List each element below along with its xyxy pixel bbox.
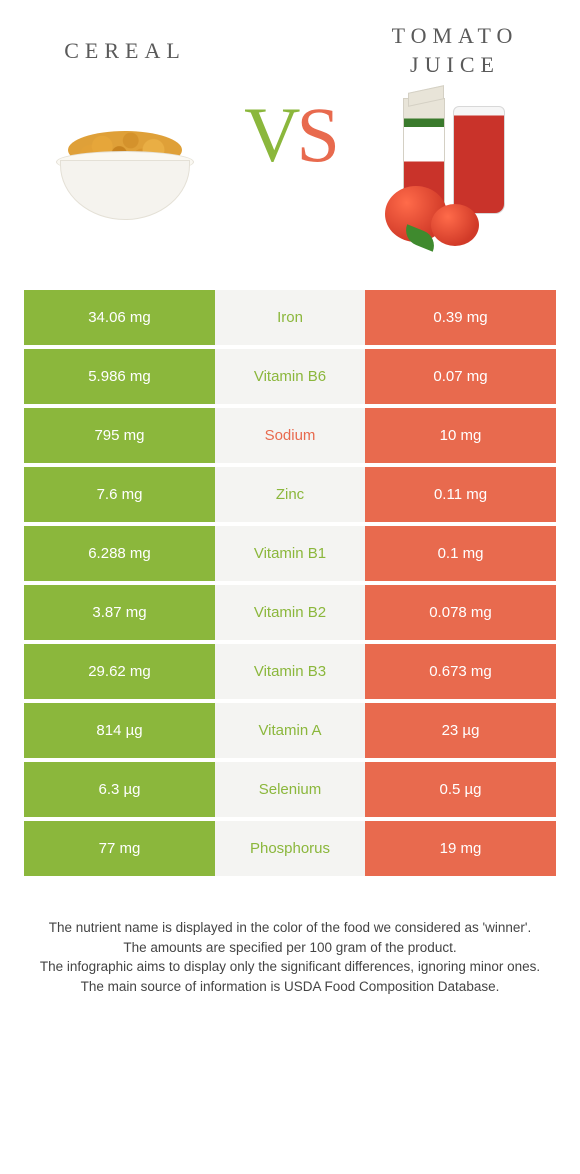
nutrient-name: Vitamin B6 [215, 349, 365, 404]
left-value: 77 mg [24, 821, 215, 876]
nutrient-row: 6.288 mgVitamin B10.1 mg [24, 526, 556, 581]
footer-line-3: The infographic aims to display only the… [36, 957, 544, 977]
right-value: 10 mg [365, 408, 556, 463]
nutrient-row: 34.06 mgIron0.39 mg [24, 290, 556, 345]
right-value: 23 µg [365, 703, 556, 758]
cereal-image [40, 90, 210, 260]
comparison-header: Cereal VS Tomato Juice [0, 0, 580, 280]
right-value: 0.1 mg [365, 526, 556, 581]
vs-s-letter: S [296, 91, 335, 178]
footer-notes: The nutrient name is displayed in the co… [0, 880, 580, 996]
footer-line-2: The amounts are specified per 100 gram o… [36, 938, 544, 958]
footer-line-4: The main source of information is USDA F… [36, 977, 544, 997]
nutrient-row: 29.62 mgVitamin B30.673 mg [24, 644, 556, 699]
right-value: 0.5 µg [365, 762, 556, 817]
right-value: 0.078 mg [365, 585, 556, 640]
right-value: 0.39 mg [365, 290, 556, 345]
nutrient-row: 795 mgSodium10 mg [24, 408, 556, 463]
left-value: 814 µg [24, 703, 215, 758]
nutrient-row: 77 mgPhosphorus19 mg [24, 821, 556, 876]
nutrient-name: Vitamin B2 [215, 585, 365, 640]
nutrient-row: 6.3 µgSelenium0.5 µg [24, 762, 556, 817]
nutrient-table: 34.06 mgIron0.39 mg5.986 mgVitamin B60.0… [0, 280, 580, 876]
nutrient-row: 5.986 mgVitamin B60.07 mg [24, 349, 556, 404]
footer-line-1: The nutrient name is displayed in the co… [36, 918, 544, 938]
right-value: 0.11 mg [365, 467, 556, 522]
right-value: 0.07 mg [365, 349, 556, 404]
right-value: 19 mg [365, 821, 556, 876]
nutrient-row: 7.6 mgZinc0.11 mg [24, 467, 556, 522]
left-value: 3.87 mg [24, 585, 215, 640]
nutrient-name: Sodium [215, 408, 365, 463]
nutrient-name: Vitamin B3 [215, 644, 365, 699]
left-value: 6.3 µg [24, 762, 215, 817]
nutrient-name: Phosphorus [215, 821, 365, 876]
right-value: 0.673 mg [365, 644, 556, 699]
left-value: 6.288 mg [24, 526, 215, 581]
left-food-column: Cereal [20, 20, 230, 260]
nutrient-name: Vitamin A [215, 703, 365, 758]
left-value: 7.6 mg [24, 467, 215, 522]
tomato-juice-image [370, 90, 540, 260]
left-food-title: Cereal [64, 20, 186, 82]
nutrient-name: Selenium [215, 762, 365, 817]
nutrient-name: Vitamin B1 [215, 526, 365, 581]
nutrient-row: 814 µgVitamin A23 µg [24, 703, 556, 758]
vs-v-letter: V [244, 91, 296, 178]
left-value: 34.06 mg [24, 290, 215, 345]
nutrient-name: Iron [215, 290, 365, 345]
nutrient-row: 3.87 mgVitamin B20.078 mg [24, 585, 556, 640]
left-value: 795 mg [24, 408, 215, 463]
left-value: 29.62 mg [24, 644, 215, 699]
right-food-column: Tomato Juice [350, 20, 560, 260]
vs-label: VS [230, 20, 350, 180]
nutrient-name: Zinc [215, 467, 365, 522]
right-food-title: Tomato Juice [350, 20, 560, 82]
left-value: 5.986 mg [24, 349, 215, 404]
